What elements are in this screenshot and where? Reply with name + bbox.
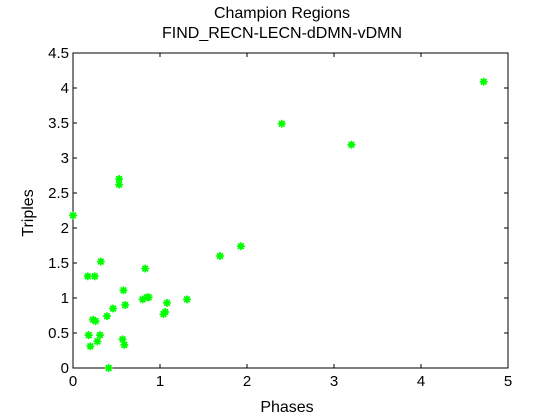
chart-title: Champion Regions: [214, 5, 350, 22]
data-point: [108, 304, 118, 313]
chart-subtitle: FIND_RECN-LECN-dDMN-vDMN: [162, 25, 402, 42]
data-point: [83, 272, 92, 281]
data-point: [115, 174, 124, 184]
data-point: [277, 119, 286, 128]
y-tick-label: 0: [61, 360, 69, 377]
data-point: [479, 77, 488, 86]
data-point: [142, 293, 152, 302]
data-point: [120, 340, 129, 349]
data-point: [121, 300, 130, 310]
y-tick-label: 1: [61, 290, 69, 307]
scatter-points: [68, 77, 488, 373]
data-point: [95, 331, 105, 340]
data-point: [93, 337, 102, 346]
y-tick-label: 1.5: [48, 255, 69, 272]
data-point: [347, 140, 356, 149]
data-point: [182, 295, 192, 304]
data-point: [88, 315, 98, 324]
x-tick-label: 2: [243, 373, 251, 390]
data-point: [118, 335, 127, 344]
y-tick-label: 4.5: [48, 45, 69, 62]
y-tick-label: 2.5: [48, 185, 69, 202]
x-tick-label: 5: [504, 373, 512, 390]
x-axis-label: Phases: [260, 399, 313, 416]
x-tick-label: 3: [330, 373, 338, 390]
y-tick-label: 4: [61, 80, 69, 97]
x-tick-label: 4: [417, 373, 425, 390]
data-point: [104, 363, 113, 373]
x-axis: 0 1 2 3 4 5: [69, 53, 512, 390]
y-tick-label: 0.5: [48, 325, 69, 342]
y-axis-label: Triples: [20, 189, 37, 236]
data-point: [86, 342, 95, 351]
data-point: [115, 180, 124, 189]
y-tick-label: 3: [61, 150, 69, 167]
data-point: [84, 331, 93, 340]
data-point: [236, 242, 246, 251]
data-point: [162, 298, 172, 307]
data-point: [96, 257, 105, 266]
x-tick-label: 0: [69, 373, 77, 390]
data-point: [90, 272, 99, 281]
data-point: [161, 307, 170, 317]
data-point: [215, 251, 225, 261]
data-point: [141, 264, 150, 273]
data-point: [138, 295, 147, 304]
y-axis: 0 0.5 1 1.5 2 2.5 3 3.5 4 4.5: [48, 45, 508, 377]
plot-area: [72, 52, 509, 369]
data-point: [119, 286, 128, 295]
y-tick-label: 3.5: [48, 115, 69, 132]
data-point: [68, 211, 78, 220]
data-point: [102, 312, 112, 321]
x-tick-label: 1: [156, 373, 164, 390]
y-tick-label: 2: [61, 220, 69, 237]
